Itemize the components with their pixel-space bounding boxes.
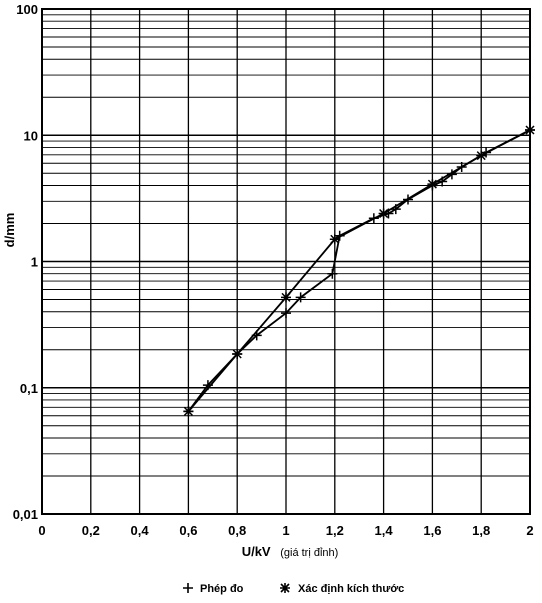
y-tick-label: 0,01 (13, 507, 38, 522)
x-tick-label: 0,8 (228, 523, 246, 538)
x-tick-label: 1,4 (375, 523, 394, 538)
y-tick-label: 0,1 (20, 381, 38, 396)
y-tick-label: 100 (16, 2, 38, 17)
legend-plus-marker (183, 583, 193, 593)
x-tick-label: 0,4 (131, 523, 150, 538)
asterisk-point (183, 406, 194, 417)
x-axis-label: U/kV (242, 544, 271, 559)
legend-item-measurement: Phép đo (183, 583, 244, 595)
plus-point (327, 268, 338, 279)
asterisk-point (378, 208, 389, 219)
asterisk-point (232, 349, 243, 360)
x-tick-label: 0,2 (82, 523, 100, 538)
y-tick-label: 1 (31, 255, 38, 270)
asterisk-point (329, 234, 340, 245)
legend-asterisk-marker (280, 583, 290, 593)
tick-labels: 0 0,2 0,4 0,6 0,8 1 1,2 1,4 1,6 1,8 2 0,01 0,1 1 10 100 (13, 2, 534, 538)
x-axis-label-group: U/kV (giá trị đỉnh) (242, 544, 339, 559)
legend-label-sizing: Xác định kích thước (298, 583, 404, 595)
x-tick-label: 1 (282, 523, 289, 538)
legend: Phép đo Xác định kích thước (183, 583, 404, 595)
grid (42, 9, 530, 514)
x-axis-label-note: (giá trị đỉnh) (280, 547, 338, 559)
series-group (183, 125, 535, 417)
plus-point (295, 292, 306, 303)
x-tick-label: 1,6 (423, 523, 441, 538)
plot-frame (41, 8, 531, 515)
asterisk-point (281, 292, 291, 303)
series-line-0 (187, 129, 531, 412)
asterisk-point (476, 150, 487, 161)
x-tick-label: 2 (526, 523, 533, 538)
x-tick-label: 0,6 (179, 523, 197, 538)
x-tick-label: 0 (38, 523, 45, 538)
legend-label-measurement: Phép đo (200, 583, 244, 595)
y-axis-label: d/mm (2, 213, 17, 248)
plus-point (281, 308, 291, 319)
x-tick-label: 1,2 (326, 523, 344, 538)
legend-item-sizing: Xác định kích thước (280, 583, 404, 595)
asterisk-point (427, 179, 438, 190)
x-tick-label: 1,8 (472, 523, 490, 538)
series-line-1 (187, 129, 531, 412)
y-tick-label: 10 (24, 128, 38, 143)
